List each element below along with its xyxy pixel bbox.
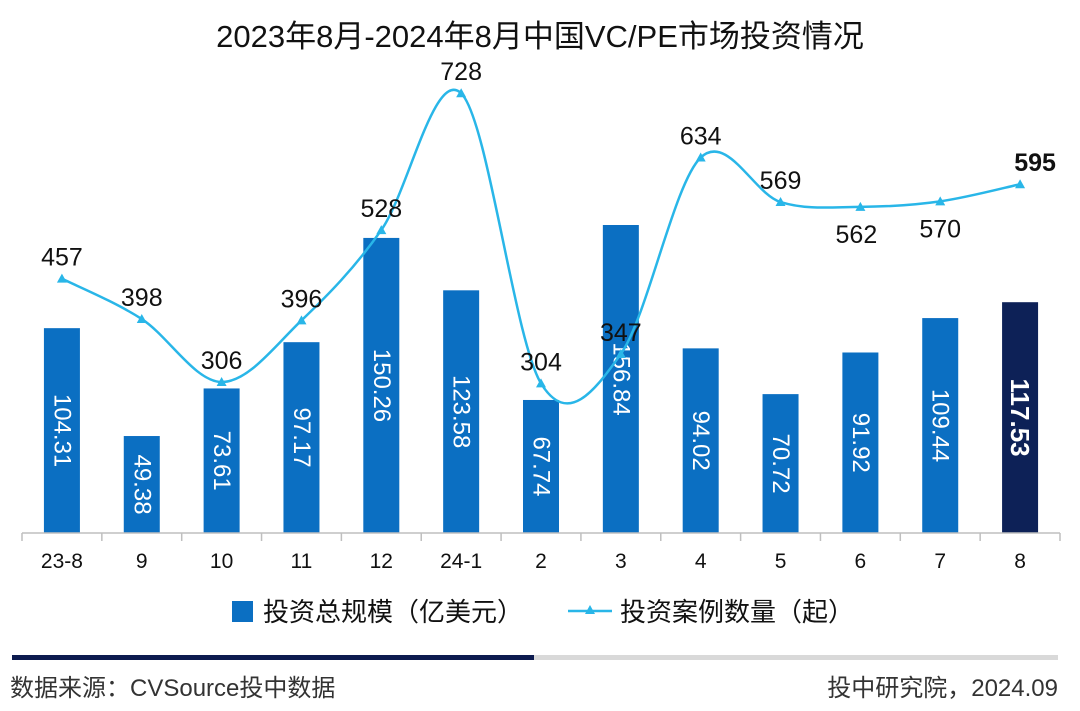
bar xyxy=(602,225,639,533)
line-value-label: 570 xyxy=(919,215,961,243)
bar-value-label: 150.26 xyxy=(368,349,395,422)
line-value-label: 569 xyxy=(760,167,802,195)
x-tick-label: 3 xyxy=(615,550,627,573)
line-marker xyxy=(216,377,227,387)
bar-value-label: 117.53 xyxy=(1005,379,1035,457)
bar-value-label: 49.38 xyxy=(128,454,155,514)
bar xyxy=(123,436,160,533)
bar-value-label: 91.92 xyxy=(847,413,874,473)
line-marker xyxy=(536,378,546,388)
line-value-label: 562 xyxy=(836,221,878,249)
line-value-label: 398 xyxy=(121,284,163,312)
line-marker xyxy=(376,225,387,235)
line-value-label: 306 xyxy=(201,347,243,375)
legend: 投资总规模（亿美元） 投资案例数量（起） xyxy=(232,597,854,627)
line-marker xyxy=(56,273,67,283)
bar-value-label: 70.72 xyxy=(767,434,794,494)
x-tick-label: 2 xyxy=(535,550,547,573)
bar-value-label: 73.61 xyxy=(208,431,235,491)
bar-value-label: 97.17 xyxy=(288,408,315,468)
line-value-label: 347 xyxy=(600,319,642,347)
line-marker xyxy=(136,314,147,324)
data-source: 数据来源：CVSource投中数据 xyxy=(10,675,335,702)
line-value-label: 634 xyxy=(680,123,722,151)
legend-line-label: 投资案例数量（起） xyxy=(620,597,854,627)
footer-rule xyxy=(12,655,1058,660)
bar xyxy=(443,290,480,533)
x-tick-label: 5 xyxy=(775,550,787,573)
line-value-label: 528 xyxy=(360,195,402,223)
line-value-label: 457 xyxy=(41,244,83,272)
line-marker xyxy=(296,315,307,325)
bar-value-label: 67.74 xyxy=(528,436,555,496)
line-value-label: 304 xyxy=(520,348,562,376)
footer: 数据来源：CVSource投中数据 投中研究院，2024.09 xyxy=(10,655,1058,702)
bar xyxy=(283,342,320,533)
line-marker xyxy=(456,88,467,98)
x-tick-label: 9 xyxy=(136,550,148,573)
bar xyxy=(682,348,719,533)
footer-rule-accent xyxy=(12,655,534,660)
series-line xyxy=(61,88,1021,405)
x-tick-label: 12 xyxy=(370,550,393,573)
bar xyxy=(363,237,400,534)
line-value-label: 396 xyxy=(281,285,323,313)
bar xyxy=(762,394,799,533)
chart-title: 2023年8月-2024年8月中国VC/PE市场投资情况 xyxy=(216,19,864,54)
line-marker xyxy=(615,348,626,358)
bar-value-label: 104.31 xyxy=(48,394,75,467)
bar-value-label: 123.58 xyxy=(448,375,475,448)
x-tick-label: 8 xyxy=(1014,550,1026,573)
x-tick-label: 6 xyxy=(855,550,867,573)
line-marker xyxy=(1015,179,1026,189)
bar xyxy=(842,352,879,533)
legend-bar-label: 投资总规模（亿美元） xyxy=(263,597,523,627)
bar xyxy=(922,318,959,533)
line-marker xyxy=(855,201,866,211)
x-tick-label: 24-1 xyxy=(440,550,482,573)
x-tick-label: 11 xyxy=(291,550,313,573)
x-axis-ticks: 23-8 9 10 11 12 24-1 2 3 4 5 6 7 8 xyxy=(21,533,1061,573)
legend-triangle-marker xyxy=(585,605,595,614)
bar-value-label: 109.44 xyxy=(927,389,954,462)
line-marker xyxy=(935,196,946,206)
line-marker xyxy=(775,197,786,207)
bar xyxy=(1002,302,1039,533)
x-tick-label: 4 xyxy=(695,550,707,573)
bar xyxy=(523,399,559,533)
line-value-label: 595 xyxy=(1014,149,1056,177)
legend-bar-swatch xyxy=(232,601,253,622)
line-value-label: 728 xyxy=(440,58,482,86)
x-tick-label: 10 xyxy=(210,550,233,573)
bar xyxy=(43,328,80,533)
x-tick-label: 23-8 xyxy=(41,550,83,573)
credit: 投中研究院，2024.09 xyxy=(827,675,1058,702)
line-marker xyxy=(695,152,706,162)
bar-value-label: 94.02 xyxy=(687,411,714,471)
bar xyxy=(203,388,240,533)
line-series: 457 398 306 396 528 728 304 347 634 569 562 570 595 xyxy=(41,58,1056,405)
x-tick-label: 7 xyxy=(934,550,946,573)
